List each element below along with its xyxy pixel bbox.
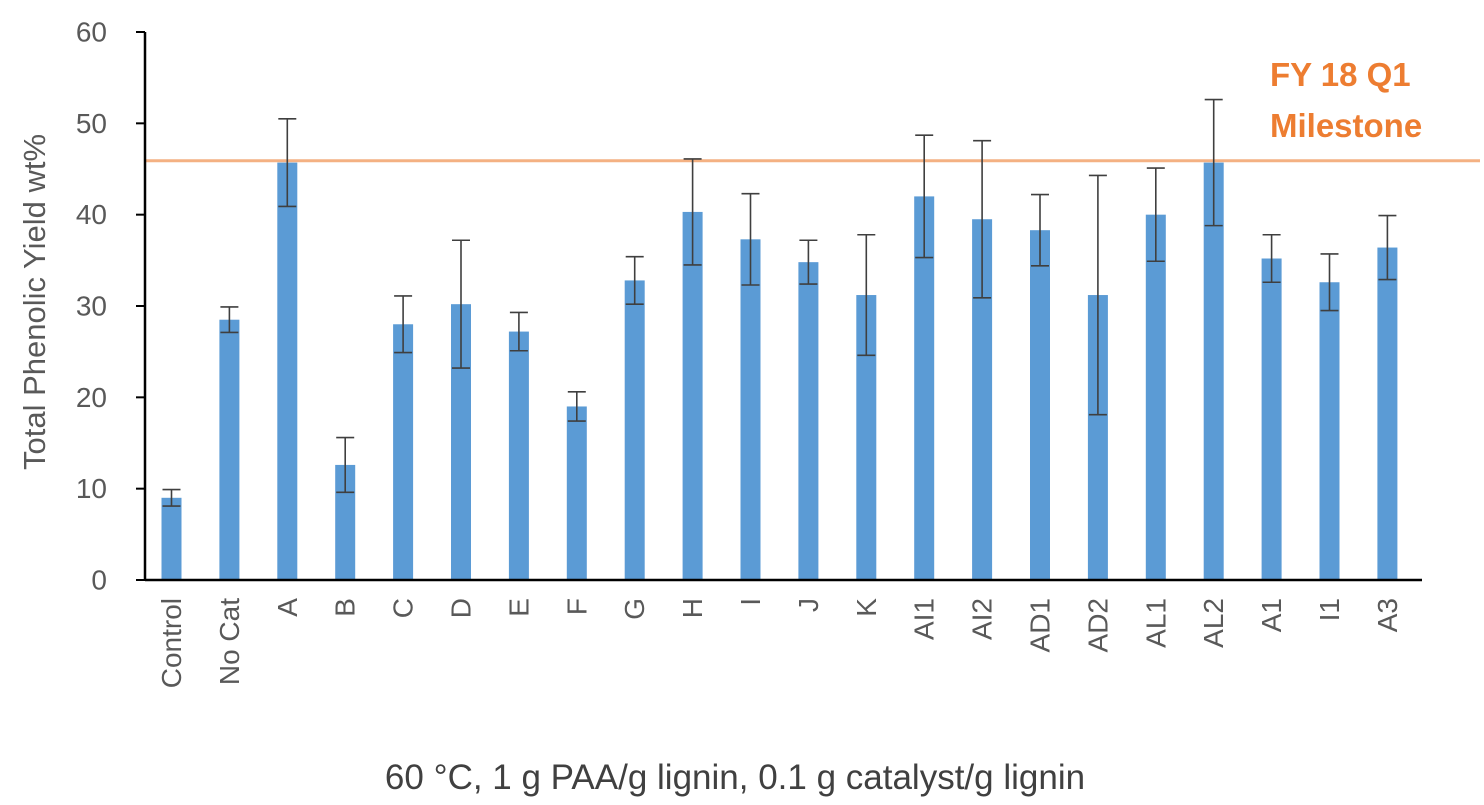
y-tick-label: 30 [76, 291, 107, 322]
bar-a3 [1377, 247, 1398, 580]
y-tick-label: 40 [76, 199, 107, 230]
y-ticks-group: 0 10 20 30 40 50 60 [76, 17, 145, 596]
x-tick-label: AD2 [1082, 598, 1113, 652]
x-tick-label: I1 [1314, 598, 1345, 621]
x-tick-label: E [503, 598, 534, 617]
x-tick-label: I [735, 598, 766, 606]
x-tick-label: C [388, 598, 419, 618]
y-axis-title: Total Phenolic Yield wt% [17, 134, 52, 470]
bar-ad1 [1030, 230, 1050, 580]
x-tick-label: AL1 [1140, 598, 1171, 648]
y-tick-label: 60 [76, 17, 107, 48]
x-tick-label: A [272, 598, 303, 617]
bar-e [508, 331, 529, 580]
bar-al2 [1203, 162, 1224, 580]
bar-control [161, 497, 182, 580]
bar-a1 [1261, 258, 1282, 580]
bar-k [856, 295, 877, 580]
y-tick-label: 10 [76, 473, 107, 504]
bar-j [798, 262, 819, 580]
x-tick-label: AI1 [909, 598, 940, 640]
x-tick-label: A3 [1372, 598, 1403, 632]
x-tick-label: G [619, 598, 650, 620]
x-tick-label: Control [156, 598, 187, 688]
bar-ad2 [1087, 295, 1108, 580]
x-tick-label: H [677, 598, 708, 618]
x-labels-group: Control No Cat A B C D E F G H I J K AI1 AI2 AD1 AD2 AL1 A… [156, 598, 1403, 689]
bar-al1 [1145, 214, 1166, 580]
x-tick-label: K [851, 598, 882, 617]
bar-i [740, 239, 761, 580]
bar-ai1 [914, 196, 935, 580]
error-bars-group [162, 98, 1397, 507]
bar-i1 [1319, 282, 1340, 580]
bars-group [161, 162, 1398, 580]
x-tick-label: A1 [1256, 598, 1287, 632]
x-tick-label: B [330, 598, 361, 617]
x-tick-label: AL2 [1198, 598, 1229, 648]
x-tick-label: J [793, 598, 824, 612]
x-axis-note: 60 °C, 1 g PAA/g lignin, 0.1 g catalyst/… [385, 758, 1085, 797]
y-tick-label: 0 [91, 565, 107, 596]
x-tick-label: D [446, 598, 477, 618]
y-tick-label: 20 [76, 382, 107, 413]
x-tick-label: F [561, 598, 592, 615]
bar-b [335, 464, 356, 580]
bar-f [566, 406, 587, 580]
milestone-label-line-2: Milestone [1270, 107, 1422, 144]
bar-a [277, 162, 298, 580]
y-tick-label: 50 [76, 108, 107, 139]
bar-d [451, 304, 471, 580]
bar-no-cat [219, 319, 240, 580]
bar-h [682, 211, 703, 580]
x-tick-label: AI2 [967, 598, 998, 640]
bar-c [393, 324, 414, 580]
bar-g [624, 280, 645, 580]
milestone-label-line-1: FY 18 Q1 [1270, 56, 1411, 93]
x-tick-label: No Cat [214, 598, 245, 685]
bar-ai2 [972, 219, 993, 580]
x-tick-label: AD1 [1025, 598, 1056, 652]
